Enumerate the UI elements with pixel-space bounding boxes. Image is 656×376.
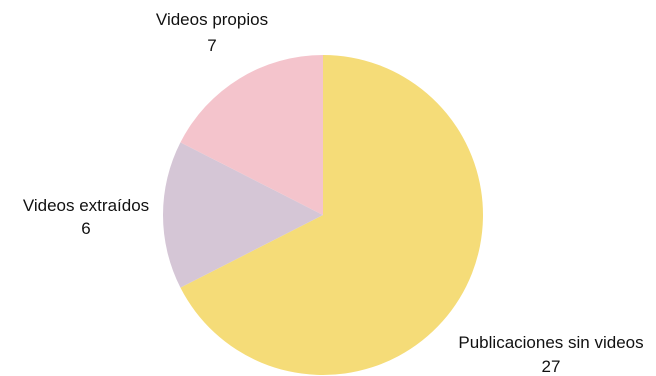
- pie-slices: [163, 55, 483, 376]
- label-propios-name: Videos propios: [156, 10, 268, 29]
- slice-publicaciones-sin-videos: [180, 55, 483, 376]
- slice-videos-propios: [180, 55, 323, 215]
- label-propios-value: 7: [207, 36, 216, 55]
- label-publicaciones-name: Publicaciones sin videos: [458, 333, 643, 352]
- label-publicaciones-value: 27: [542, 357, 561, 376]
- label-videos-propios: Videos propios 7: [156, 10, 268, 55]
- label-extraidos-value: 6: [81, 219, 90, 238]
- label-publicaciones-sin-videos: Publicaciones sin videos 27: [458, 333, 643, 376]
- label-extraidos-name: Videos extraídos: [23, 196, 149, 215]
- slice-videos-extraidos: [163, 142, 323, 288]
- label-videos-extraidos: Videos extraídos 6: [23, 196, 149, 238]
